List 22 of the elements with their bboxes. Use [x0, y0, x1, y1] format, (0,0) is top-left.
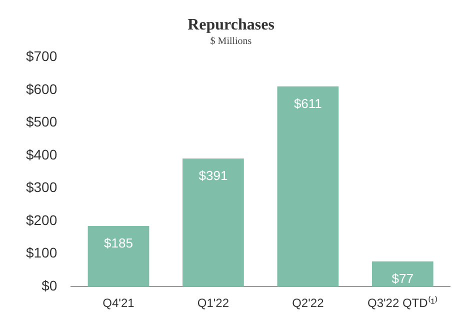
data-label: $391 — [198, 168, 228, 184]
x-tick-label: Q4'21 — [102, 296, 135, 310]
y-tick-label: $300 — [26, 179, 58, 196]
chart-subtitle: $ Millions — [210, 36, 252, 47]
data-label: $611 — [294, 96, 322, 111]
y-tick-label: $700 — [26, 48, 58, 64]
y-tick-label: $0 — [42, 277, 58, 294]
y-tick-label: $400 — [26, 146, 58, 162]
chart-title: Repurchases — [188, 16, 274, 34]
y-tick-label: $100 — [26, 244, 58, 261]
y-tick-label: $500 — [26, 114, 58, 130]
data-label: $185 — [104, 236, 133, 251]
bar — [277, 86, 339, 287]
bar — [182, 158, 244, 287]
y-tick-label: $600 — [26, 80, 58, 97]
bar — [372, 261, 434, 287]
x-tick-label: Q3'22 QTD⁽¹⁾ — [367, 296, 438, 310]
bar — [88, 226, 150, 287]
x-tick-label: Q2'22 — [292, 296, 324, 310]
data-label: $77 — [392, 270, 414, 286]
y-tick-label: $200 — [26, 212, 58, 228]
x-tick-label: Q1'22 — [197, 296, 230, 310]
